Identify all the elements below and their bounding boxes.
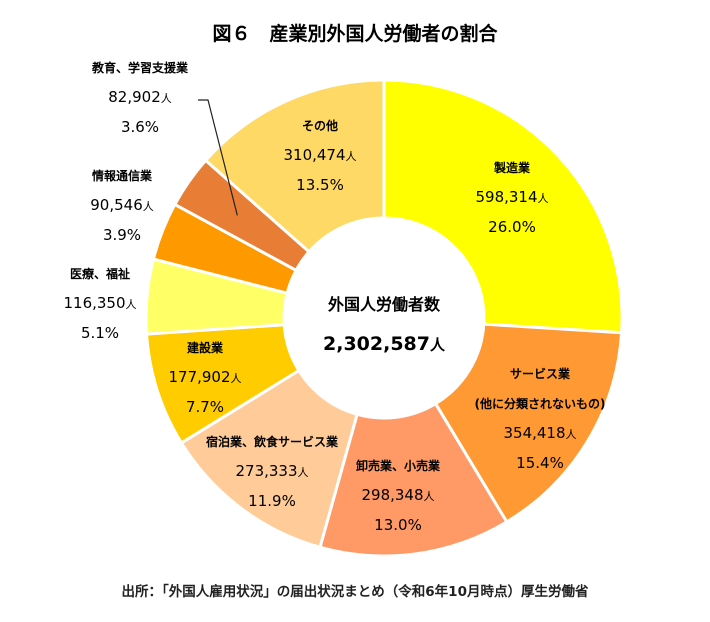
slice-value: 177,902人 bbox=[168, 368, 241, 386]
slice-name: 宿泊業、飲食サービス業 bbox=[206, 434, 339, 449]
slice-percent: 26.0% bbox=[488, 218, 536, 236]
slice-label-8: 教育、学習支援業 82,902人 3.6% bbox=[91, 60, 189, 136]
leader-lines bbox=[198, 99, 238, 216]
slice-9 bbox=[203, 78, 386, 254]
slice-name: 情報通信業 bbox=[92, 168, 153, 183]
center-label: 外国人労働者数 bbox=[327, 295, 441, 314]
slice-name: 教育、学習支援業 bbox=[91, 60, 189, 75]
slice-value: 82,902人 bbox=[108, 88, 172, 106]
slice-label-2: サービス業 (他に分類されないもの) 354,418人 15.4% bbox=[475, 366, 606, 472]
slice-value: 298,348人 bbox=[361, 486, 434, 504]
slice-percent: 13.5% bbox=[296, 176, 344, 194]
slice-name: 卸売業、小売業 bbox=[356, 458, 441, 473]
slice-labels: 製造業 598,314人 26.0% サービス業 (他に分類されないもの) 354,418… bbox=[63, 60, 605, 534]
slice-value: 598,314人 bbox=[475, 188, 548, 206]
slice-label-3: 卸売業、小売業 298,348人 13.0% bbox=[356, 458, 441, 534]
slice-label-5: 建設業 177,902人 7.7% bbox=[168, 340, 241, 416]
center-value-unit: 人 bbox=[430, 336, 446, 354]
leader-line-education bbox=[198, 99, 238, 216]
slice-label-6: 医療、福祉 116,350人 5.1% bbox=[63, 266, 136, 342]
slice-value: 116,350人 bbox=[63, 294, 136, 312]
slice-value: 354,418人 bbox=[503, 424, 576, 442]
slice-1 bbox=[382, 78, 624, 335]
slice-percent: 3.6% bbox=[121, 118, 159, 136]
slice-percent: 3.9% bbox=[103, 226, 141, 244]
slice-value: 90,546人 bbox=[90, 196, 154, 214]
center-value-number: 2,302,587 bbox=[323, 333, 430, 355]
slice-4 bbox=[179, 368, 359, 550]
slice-label-7: 情報通信業 90,546人 3.9% bbox=[90, 168, 154, 244]
slice-name: サービス業 bbox=[510, 366, 571, 381]
slice-label-1: 製造業 598,314人 26.0% bbox=[475, 160, 548, 236]
source-note: 出所：「外国人雇用状況」の届出状況まとめ（令和6年10月時点）厚生労働省 bbox=[121, 584, 589, 600]
slice-3 bbox=[318, 401, 509, 558]
slice-percent: 7.7% bbox=[186, 398, 224, 416]
slice-percent: 11.9% bbox=[248, 492, 296, 510]
slice-percent: 15.4% bbox=[516, 454, 564, 472]
slice-value: 310,474人 bbox=[283, 146, 356, 164]
slices bbox=[144, 78, 624, 558]
slice-name: 建設業 bbox=[186, 340, 224, 355]
slice-name: 医療、福祉 bbox=[70, 266, 130, 281]
chart-title: 図６ 産業別外国人労働者の割合 bbox=[212, 22, 498, 45]
slice-percent: 13.0% bbox=[374, 516, 422, 534]
slice-label-4: 宿泊業、飲食サービス業 273,333人 11.9% bbox=[206, 434, 339, 510]
slice-subtitle: (他に分類されないもの) bbox=[475, 396, 606, 411]
center-value: 2,302,587人 bbox=[323, 333, 446, 355]
slice-value: 273,333人 bbox=[235, 462, 308, 480]
slice-label-9: その他 310,474人 13.5% bbox=[283, 118, 356, 194]
slice-name: その他 bbox=[302, 118, 338, 133]
slice-percent: 5.1% bbox=[81, 324, 119, 342]
slice-2 bbox=[433, 322, 624, 524]
slice-name: 製造業 bbox=[493, 160, 531, 175]
